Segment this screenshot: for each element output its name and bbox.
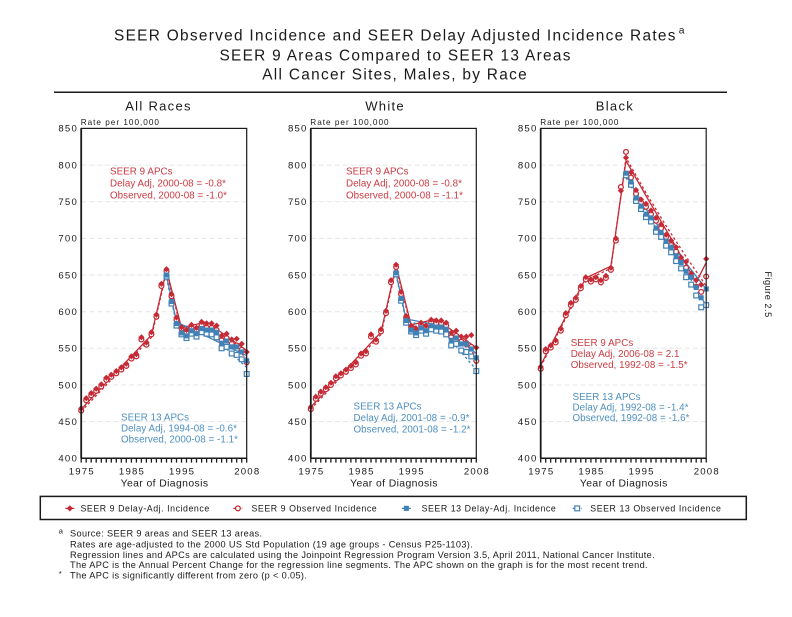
svg-text:SEER 9 Delay-Adj. Incidence: SEER 9 Delay-Adj. Incidence <box>81 504 210 514</box>
svg-text:650: 650 <box>518 270 538 281</box>
svg-text:SEER 9 APCs: SEER 9 APCs <box>110 167 173 178</box>
svg-text:800: 800 <box>518 160 538 171</box>
svg-text:1985: 1985 <box>119 466 145 477</box>
svg-text:SEER 9 APCs: SEER 9 APCs <box>571 338 634 349</box>
svg-text:500: 500 <box>518 380 538 391</box>
svg-text:Regression lines and APCs are: Regression lines and APCs are calculated… <box>70 550 655 560</box>
svg-text:750: 750 <box>518 197 538 208</box>
svg-text:The APC is significantly diffe: The APC is significantly different from … <box>70 570 307 580</box>
svg-text:1975: 1975 <box>69 466 95 477</box>
svg-text:The APC is the Annual Percent: The APC is the Annual Percent Change for… <box>70 560 648 570</box>
svg-text:550: 550 <box>518 344 538 355</box>
svg-text:Black: Black <box>596 99 634 114</box>
svg-text:Rate per 100,000: Rate per 100,000 <box>310 118 389 127</box>
svg-text:1975: 1975 <box>298 466 324 477</box>
svg-text:750: 750 <box>288 197 308 208</box>
svg-text:Rate per 100,000: Rate per 100,000 <box>540 118 619 127</box>
svg-text:1995: 1995 <box>169 466 195 477</box>
svg-text:650: 650 <box>58 270 78 281</box>
svg-text:Observed, 2000-08 = -1.0*: Observed, 2000-08 = -1.0* <box>110 190 227 201</box>
svg-text:550: 550 <box>58 344 78 355</box>
svg-text:Observed, 1992-08 = -1.6*: Observed, 1992-08 = -1.6* <box>573 413 690 424</box>
svg-text:750: 750 <box>58 197 78 208</box>
svg-text:Figure 2.5: Figure 2.5 <box>763 271 773 317</box>
svg-text:All Races: All Races <box>125 99 192 114</box>
svg-text:500: 500 <box>58 380 78 391</box>
svg-text:SEER 13 APCs: SEER 13 APCs <box>573 392 641 403</box>
svg-text:800: 800 <box>288 160 308 171</box>
svg-text:SEER 13 APCs: SEER 13 APCs <box>121 413 189 424</box>
svg-text:Year of Diagnosis: Year of Diagnosis <box>121 478 209 489</box>
svg-text:Rate per 100,000: Rate per 100,000 <box>81 118 160 127</box>
svg-text:700: 700 <box>518 234 538 245</box>
svg-text:400: 400 <box>288 454 308 465</box>
svg-text:2008: 2008 <box>234 466 260 477</box>
svg-text:850: 850 <box>288 124 308 135</box>
svg-text:Year of Diagnosis: Year of Diagnosis <box>580 478 668 489</box>
svg-text:SEER Observed Incidence and SE: SEER Observed Incidence and SEER Delay A… <box>114 27 677 44</box>
svg-text:1995: 1995 <box>629 466 655 477</box>
svg-text:Source: SEER 9 areas and SEER: Source: SEER 9 areas and SEER 13 areas. <box>70 528 262 538</box>
svg-text:Observed, 1992-08 = -1.5*: Observed, 1992-08 = -1.5* <box>571 360 688 371</box>
svg-text:850: 850 <box>518 124 538 135</box>
svg-text:800: 800 <box>58 160 78 171</box>
svg-text:Delay Adj, 2006-08 = 2.1: Delay Adj, 2006-08 = 2.1 <box>571 349 680 360</box>
svg-text:SEER 13 Observed Incidence: SEER 13 Observed Incidence <box>590 504 721 514</box>
svg-text:Rates are age-adjusted to the: Rates are age-adjusted to the 2000 US St… <box>70 540 473 550</box>
svg-text:Observed, 2000-08 = -1.1*: Observed, 2000-08 = -1.1* <box>121 435 238 446</box>
svg-text:a: a <box>679 26 685 37</box>
svg-text:500: 500 <box>288 380 308 391</box>
svg-text:a: a <box>59 526 64 535</box>
svg-text:2008: 2008 <box>694 466 720 477</box>
svg-text:700: 700 <box>58 234 78 245</box>
svg-text:Delay Adj, 1994-08 = -0.6*: Delay Adj, 1994-08 = -0.6* <box>121 424 237 435</box>
svg-text:White: White <box>365 99 405 114</box>
svg-text:700: 700 <box>288 234 308 245</box>
svg-text:450: 450 <box>518 417 538 428</box>
svg-text:600: 600 <box>58 307 78 318</box>
svg-text:850: 850 <box>58 124 78 135</box>
svg-text:Delay Adj, 2000-08 = -0.8*: Delay Adj, 2000-08 = -0.8* <box>346 179 462 190</box>
svg-text:Delay Adj, 2000-08 = -0.8*: Delay Adj, 2000-08 = -0.8* <box>110 179 226 190</box>
svg-text:550: 550 <box>288 344 308 355</box>
svg-text:1995: 1995 <box>399 466 425 477</box>
svg-text:450: 450 <box>288 417 308 428</box>
svg-text:SEER 9 Observed Incidence: SEER 9 Observed Incidence <box>252 504 378 514</box>
svg-text:Observed, 2001-08 = -1.2*: Observed, 2001-08 = -1.2* <box>354 425 471 436</box>
svg-text:400: 400 <box>58 454 78 465</box>
svg-text:SEER 9 APCs: SEER 9 APCs <box>346 167 409 178</box>
svg-text:450: 450 <box>58 417 78 428</box>
svg-text:650: 650 <box>288 270 308 281</box>
svg-text:Year of Diagnosis: Year of Diagnosis <box>350 478 438 489</box>
svg-text:1985: 1985 <box>349 466 375 477</box>
svg-text:400: 400 <box>518 454 538 465</box>
svg-text:1975: 1975 <box>528 466 554 477</box>
svg-text:2008: 2008 <box>464 466 490 477</box>
svg-text:All Cancer Sites, Males, by Ra: All Cancer Sites, Males, by Race <box>262 66 528 83</box>
svg-text:Observed, 2000-08 = -1.1*: Observed, 2000-08 = -1.1* <box>346 190 463 201</box>
svg-text:Delay Adj, 2001-08 = -0.9*: Delay Adj, 2001-08 = -0.9* <box>354 413 470 424</box>
svg-text:*: * <box>59 569 62 578</box>
svg-text:SEER 13 APCs: SEER 13 APCs <box>354 402 422 413</box>
svg-text:SEER 13 Delay-Adj. Incidence: SEER 13 Delay-Adj. Incidence <box>422 504 557 514</box>
svg-text:Delay Adj, 1992-08 = -1.4*: Delay Adj, 1992-08 = -1.4* <box>573 403 689 414</box>
svg-text:SEER 9 Areas Compared to SEER: SEER 9 Areas Compared to SEER 13 Areas <box>219 48 571 65</box>
svg-text:600: 600 <box>288 307 308 318</box>
svg-text:1985: 1985 <box>578 466 604 477</box>
svg-text:600: 600 <box>518 307 538 318</box>
